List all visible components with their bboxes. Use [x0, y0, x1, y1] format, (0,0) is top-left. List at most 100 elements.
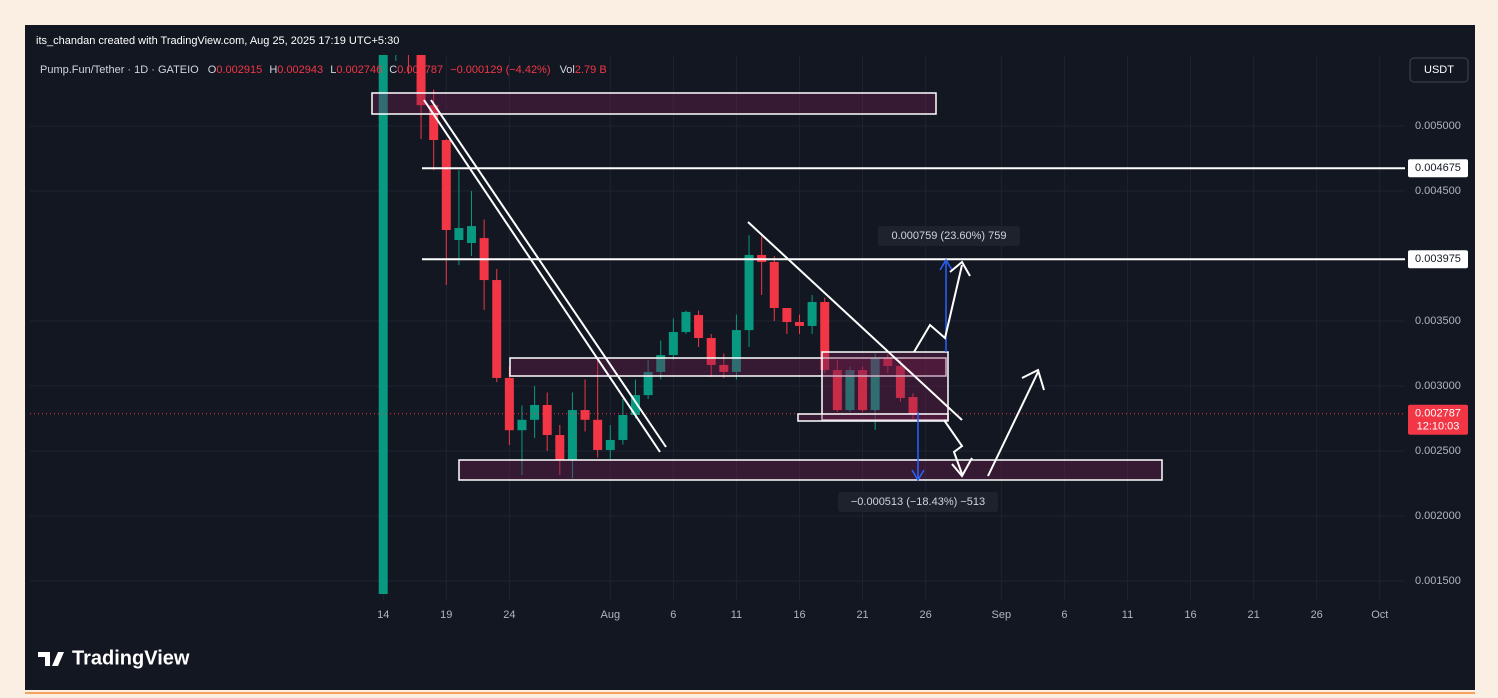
candle-body — [807, 302, 817, 326]
y-tick-label: 0.005000 — [1415, 120, 1461, 132]
arrow-head — [951, 457, 973, 478]
candle-body — [542, 404, 552, 436]
volume-key: Vol — [560, 64, 575, 76]
measure-label: 0.000759 (23.60%) 759 — [892, 230, 1007, 242]
arrow — [987, 371, 1039, 477]
ohlc-key: C — [389, 64, 397, 76]
logo: TradingView — [38, 647, 190, 669]
candle-body — [731, 330, 741, 372]
x-tick-label: 19 — [440, 609, 452, 621]
candle-body — [706, 338, 716, 365]
candle-body — [492, 280, 502, 378]
y-tick-label: 0.002500 — [1415, 445, 1461, 457]
zone — [509, 357, 947, 377]
candle-body — [908, 397, 918, 414]
candle-body — [643, 371, 653, 396]
currency-button[interactable] — [1409, 57, 1469, 83]
ohlc-value: 0.002915 — [216, 64, 262, 76]
currency[interactable]: USDT — [1424, 64, 1454, 76]
candle-body — [895, 365, 905, 398]
x-tick-label: 24 — [503, 609, 515, 621]
measure-label-box — [878, 226, 1020, 246]
y-tick-label: 0.004500 — [1415, 185, 1461, 197]
logo-mark — [38, 652, 64, 666]
candle-body — [782, 307, 792, 323]
candle-body — [694, 315, 704, 339]
arrow-head — [1021, 368, 1045, 391]
y-tick-label: 0.001500 — [1415, 575, 1461, 587]
last-price-label: 0.002787 — [1415, 408, 1461, 420]
x-tick-label: 6 — [1061, 609, 1067, 621]
candle-body — [656, 355, 666, 372]
candle-body — [530, 404, 540, 420]
arrow — [913, 264, 963, 353]
x-tick-label: 11 — [731, 609, 742, 621]
symbol: Pump.Fun/Tether · 1D · GATEIO — [40, 64, 199, 76]
candle-body — [858, 370, 868, 411]
candle-body — [832, 370, 842, 411]
arrow-head — [949, 260, 971, 277]
candle-body — [668, 332, 678, 356]
candle-body — [454, 228, 464, 241]
legend: Pump.Fun/Tether · 1D · GATEIO O0.002915 … — [40, 64, 607, 76]
candle-body — [441, 140, 451, 230]
x-tick-label: 26 — [920, 609, 932, 621]
x-tick-label: 16 — [1184, 609, 1196, 621]
candle-body — [429, 105, 439, 141]
ohlc-value: 0.002943 — [277, 64, 323, 76]
price-label-box — [1408, 159, 1468, 178]
zone — [821, 351, 949, 421]
candle-body — [681, 311, 691, 333]
candle-body — [820, 302, 830, 371]
x-tick-label: Oct — [1371, 609, 1388, 621]
candle-body — [567, 410, 577, 461]
candle-body — [416, 55, 426, 106]
x-tick-label: 14 — [377, 609, 389, 621]
candle-body — [719, 364, 729, 372]
candle-body — [467, 226, 477, 243]
x-tick-label: 21 — [856, 609, 868, 621]
brand: TradingView — [72, 647, 190, 669]
x-tick-label: 16 — [793, 609, 805, 621]
zone — [458, 459, 1163, 481]
candle-body — [618, 414, 628, 440]
y-tick-label: 0.002000 — [1415, 510, 1461, 522]
x-tick-label: 11 — [1122, 609, 1133, 621]
trend-line — [747, 221, 963, 421]
candle-body — [555, 435, 565, 461]
x-tick-label: Aug — [600, 609, 620, 621]
candle-body — [504, 377, 514, 431]
price-label: 0.003975 — [1415, 253, 1461, 265]
measure-head — [939, 258, 953, 271]
x-tick-label: 6 — [670, 609, 676, 621]
candle-body — [769, 261, 779, 308]
candle-body — [580, 410, 590, 420]
countdown: 12:10:03 — [1417, 421, 1460, 433]
price-label: 0.004675 — [1415, 162, 1461, 174]
credit: its_chandan created with TradingView.com… — [36, 35, 399, 47]
candle-body — [744, 254, 754, 331]
volume: 2.79 B — [575, 64, 607, 76]
candle-body — [391, 0, 400, 22]
ohlc-key: L — [330, 64, 336, 76]
ohlc-key: H — [269, 64, 277, 76]
last-price-box — [1408, 404, 1468, 435]
measure-head — [911, 469, 925, 482]
measure-label-box — [838, 492, 998, 512]
trend-line — [430, 99, 667, 448]
border — [25, 692, 1475, 694]
candle-body — [794, 322, 804, 326]
candle-body — [517, 419, 527, 431]
candle-body — [378, 55, 388, 595]
y-tick-label: 0.003000 — [1415, 380, 1461, 392]
x-tick-label: Sep — [992, 609, 1012, 621]
change: −0.000129 (−4.42%) — [450, 64, 550, 76]
candle-body — [870, 358, 880, 411]
zone — [797, 413, 949, 422]
zone — [371, 92, 937, 115]
candle-body — [605, 439, 615, 450]
ohlc-value: 0.002746 — [336, 64, 382, 76]
ohlc-key: O — [208, 64, 217, 76]
arrow — [943, 419, 964, 475]
